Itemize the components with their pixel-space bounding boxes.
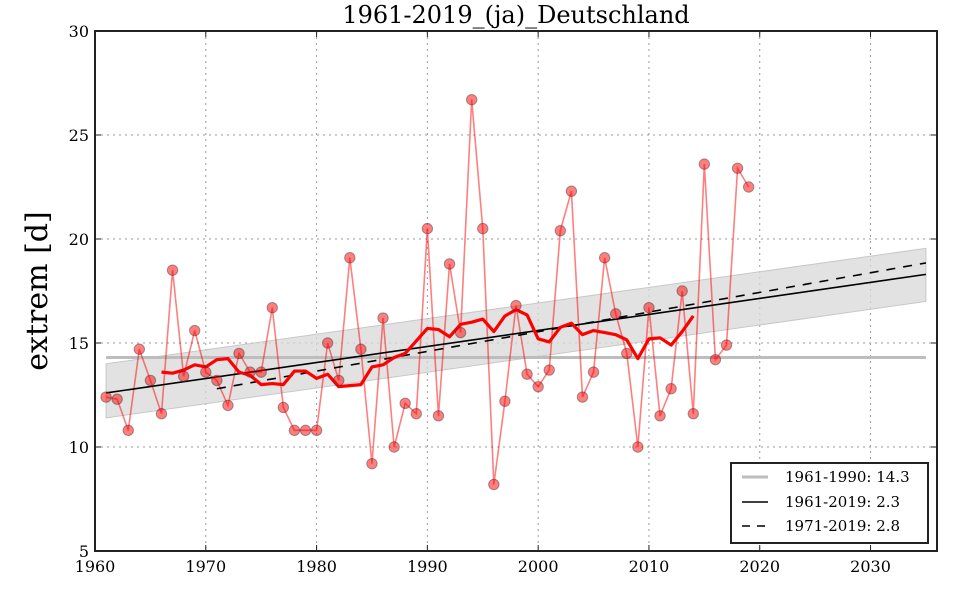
data-point: [465, 93, 478, 106]
data-point: [410, 408, 422, 420]
data-point: [310, 424, 323, 437]
data-point: [665, 383, 677, 395]
data-point: [532, 380, 544, 393]
legend-box: [730, 462, 929, 544]
data-point: [698, 158, 711, 170]
data-point: [632, 441, 644, 453]
data-point: [454, 326, 467, 339]
data-point: [244, 366, 256, 378]
y-tick-label: 15: [69, 334, 89, 353]
data-point: [709, 353, 722, 366]
y-tick-label: 30: [69, 22, 89, 41]
data-point: [189, 324, 201, 337]
data-point: [399, 397, 411, 410]
chart-title: 1961-2019_(ja)_Deutschland: [342, 1, 689, 29]
data-point: [731, 162, 744, 174]
data-point: [366, 457, 378, 470]
legend-label-baseline: 1961-1990: 14.3: [785, 468, 910, 486]
y-axis-label: extrem [d]: [20, 211, 55, 370]
data-point: [288, 424, 301, 437]
data-point: [333, 374, 345, 387]
data-point: [488, 478, 500, 491]
data-point: [598, 252, 611, 264]
data-point: [477, 222, 489, 235]
x-tick-label: 2030: [850, 557, 891, 576]
data-point: [200, 366, 212, 378]
legend-label-dashed: 1971-2019: 2.8: [785, 517, 900, 535]
data-point: [255, 366, 267, 378]
data-point: [643, 301, 655, 314]
data-point: [687, 408, 699, 420]
data-point: [100, 391, 112, 403]
data-point: [576, 391, 589, 403]
data-point: [299, 424, 312, 437]
data-point: [621, 347, 633, 360]
tick-labels: 1960 1970 1980 1990 2000 2010 2020 2030 5 10 15 20 2…: [69, 22, 891, 576]
y-tick-label: 10: [69, 438, 89, 457]
data-point: [133, 343, 146, 355]
data-point: [554, 224, 567, 237]
data-point: [377, 312, 389, 324]
data-point: [421, 222, 434, 235]
x-tick-label: 1960: [75, 557, 116, 576]
legend-label-solid: 1961-2019: 2.3: [785, 493, 900, 511]
data-point: [654, 410, 666, 422]
data-point: [344, 252, 356, 264]
data-point: [610, 308, 622, 320]
data-point: [676, 285, 688, 297]
data-point: [720, 339, 733, 351]
y-tick-label: 20: [69, 230, 89, 249]
trend-line-1971-2019: [216, 262, 927, 390]
data-point: [499, 395, 511, 407]
y-tick-label: 25: [69, 126, 89, 145]
x-tick-label: 2010: [629, 557, 670, 576]
data-point: [355, 343, 367, 355]
data-point: [432, 410, 445, 422]
data-point: [510, 299, 522, 312]
data-point: [111, 393, 123, 405]
data-point: [587, 366, 600, 378]
x-tick-label: 1970: [185, 557, 226, 576]
legend: 1961-1990: 14.3 1961-2019: 2.3 1971-2019…: [730, 462, 929, 544]
plot-frame: [94, 30, 938, 552]
x-tick-label: 1990: [407, 557, 448, 576]
data-point: [521, 368, 533, 380]
data-point: [122, 424, 134, 437]
x-tick-label: 2020: [739, 557, 780, 576]
data-point: [211, 374, 223, 387]
data-point: [144, 374, 157, 387]
data-point: [388, 441, 400, 453]
data-point: [443, 258, 456, 270]
data-point: [266, 301, 278, 314]
x-tick-label: 2000: [518, 557, 559, 576]
x-tick-label: 1980: [296, 557, 337, 576]
points-layer: [100, 93, 755, 491]
data-point: [155, 408, 168, 420]
data-point: [543, 364, 555, 376]
grid: [95, 31, 937, 551]
data-point: [222, 399, 234, 412]
data-point: [321, 337, 334, 349]
data-point: [742, 181, 755, 193]
data-point: [277, 401, 290, 414]
data-point: [166, 264, 179, 276]
y-tick-label: 5: [79, 542, 89, 561]
data-point: [177, 370, 190, 382]
data-point: [565, 185, 578, 197]
axes-frame: [94, 30, 938, 552]
data-point: [233, 347, 245, 360]
